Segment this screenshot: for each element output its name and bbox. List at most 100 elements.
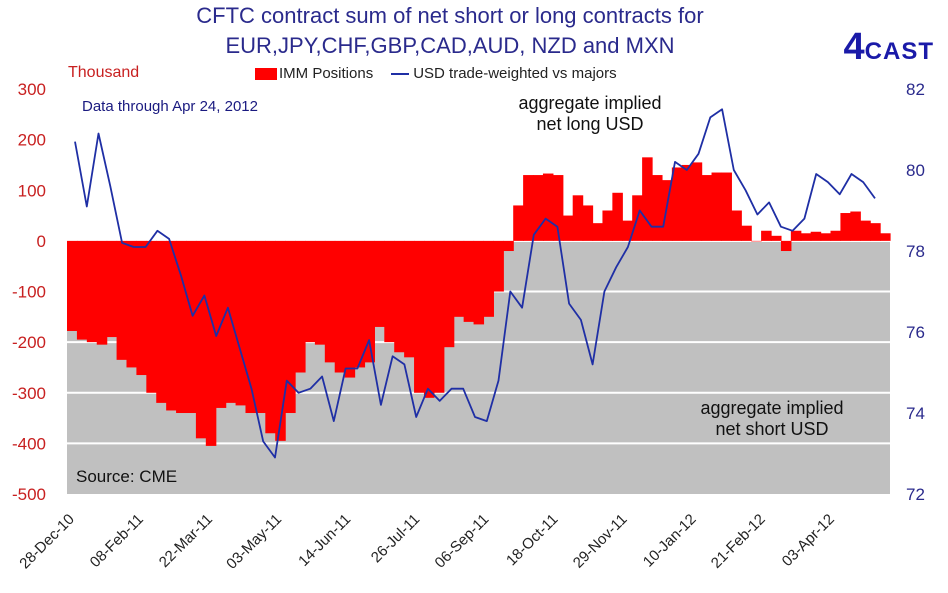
bar [245, 240, 256, 414]
bar [344, 240, 356, 378]
bar [126, 240, 138, 368]
bar [552, 175, 564, 241]
bar [562, 215, 574, 241]
bar [185, 240, 197, 414]
left-tick-label: 0 [37, 232, 46, 251]
bar [523, 175, 534, 241]
x-tick-label: 26-Jul-11 [368, 511, 423, 566]
bar [136, 240, 147, 376]
bar [463, 240, 475, 322]
bar [681, 164, 693, 241]
bar [433, 240, 445, 393]
bar [354, 240, 366, 368]
x-tick-label: 08-Feb-11 [87, 511, 147, 571]
bar [661, 180, 673, 241]
left-tick-label: 200 [18, 131, 46, 150]
x-tick-label: 22-Mar-11 [156, 511, 216, 571]
bar [364, 240, 375, 363]
left-tick-label: -500 [12, 485, 46, 504]
chart-title-line2: EUR,JPY,CHF,GBP,CAD,AUD, NZD and MXN [225, 33, 675, 58]
bar [265, 240, 276, 434]
x-tick-label: 06-Sep-11 [432, 511, 493, 572]
source-label: Source: CME [76, 467, 178, 486]
chart-title-line1: CFTC contract sum of net short or long c… [196, 3, 704, 28]
line-series [74, 108, 876, 459]
bar [116, 240, 128, 360]
left-tick-label: 300 [18, 80, 46, 99]
bar [394, 240, 405, 353]
bar [691, 162, 703, 241]
bar [483, 240, 494, 317]
bar [830, 230, 842, 241]
legend-bar-label: IMM Positions [279, 65, 374, 82]
left-tick-label: -200 [12, 333, 46, 352]
bar [652, 175, 663, 241]
bar [741, 225, 752, 241]
x-tick-label: 29-Nov-11 [570, 511, 631, 572]
left-tick-label: -400 [12, 434, 46, 453]
bar [384, 240, 395, 343]
legend-bar-swatch [255, 67, 277, 80]
brand-logo: 4CAST [843, 26, 934, 68]
bar [195, 240, 207, 439]
x-tick-label: 03-May-11 [223, 511, 285, 573]
x-tick-label: 14-Jun-11 [295, 511, 354, 570]
bar [731, 210, 742, 241]
left-tick-label: -300 [12, 384, 46, 403]
right-tick-label: 82 [906, 80, 925, 99]
bar [870, 223, 881, 241]
x-tick-label: 28-Dec-10 [16, 511, 78, 573]
bar [225, 240, 237, 403]
bar [642, 157, 653, 241]
bar [592, 223, 604, 241]
bar [324, 240, 336, 363]
bar [542, 173, 554, 241]
bar [96, 240, 108, 345]
left-axis-unit: Thousand [68, 64, 140, 81]
x-tick-label: 18-Oct-11 [503, 511, 561, 569]
bar [235, 240, 247, 406]
bar [880, 233, 891, 241]
right-tick-label: 80 [906, 161, 925, 180]
right-tick-label: 76 [906, 323, 925, 342]
bar [176, 240, 187, 414]
bar [295, 240, 306, 373]
data-through-note: Data through Apr 24, 2012 [82, 98, 258, 115]
bar [602, 210, 613, 241]
bar [423, 240, 435, 398]
bar [701, 175, 713, 241]
usd-index-line [74, 108, 876, 459]
bar [374, 240, 385, 327]
bar [67, 240, 78, 331]
bar [86, 240, 98, 343]
left-tick-label: -100 [12, 283, 46, 302]
right-tick-label: 72 [906, 485, 925, 504]
bar [622, 220, 633, 241]
right-tick-label: 78 [906, 242, 925, 261]
bar [205, 240, 217, 446]
bar [751, 240, 762, 242]
bar [76, 240, 88, 340]
x-tick-label: 21-Feb-12 [708, 511, 769, 572]
bar [790, 230, 802, 241]
bar [711, 172, 723, 241]
bar [285, 240, 296, 414]
bar [404, 240, 415, 358]
bar [106, 240, 118, 338]
bar [473, 240, 485, 325]
bar [156, 240, 167, 403]
bar [771, 235, 782, 241]
bar [721, 172, 732, 241]
bar [850, 211, 861, 241]
right-axis: 82 80 78 76 74 72 [906, 80, 925, 504]
bar [612, 192, 623, 241]
bar [314, 240, 326, 345]
bar [304, 240, 316, 343]
annotation-net-long: aggregate implied net long USD [518, 93, 662, 134]
bar [860, 220, 871, 241]
right-tick-label: 74 [906, 404, 925, 423]
bar [503, 240, 514, 252]
bar [275, 240, 286, 441]
bar [334, 240, 346, 373]
